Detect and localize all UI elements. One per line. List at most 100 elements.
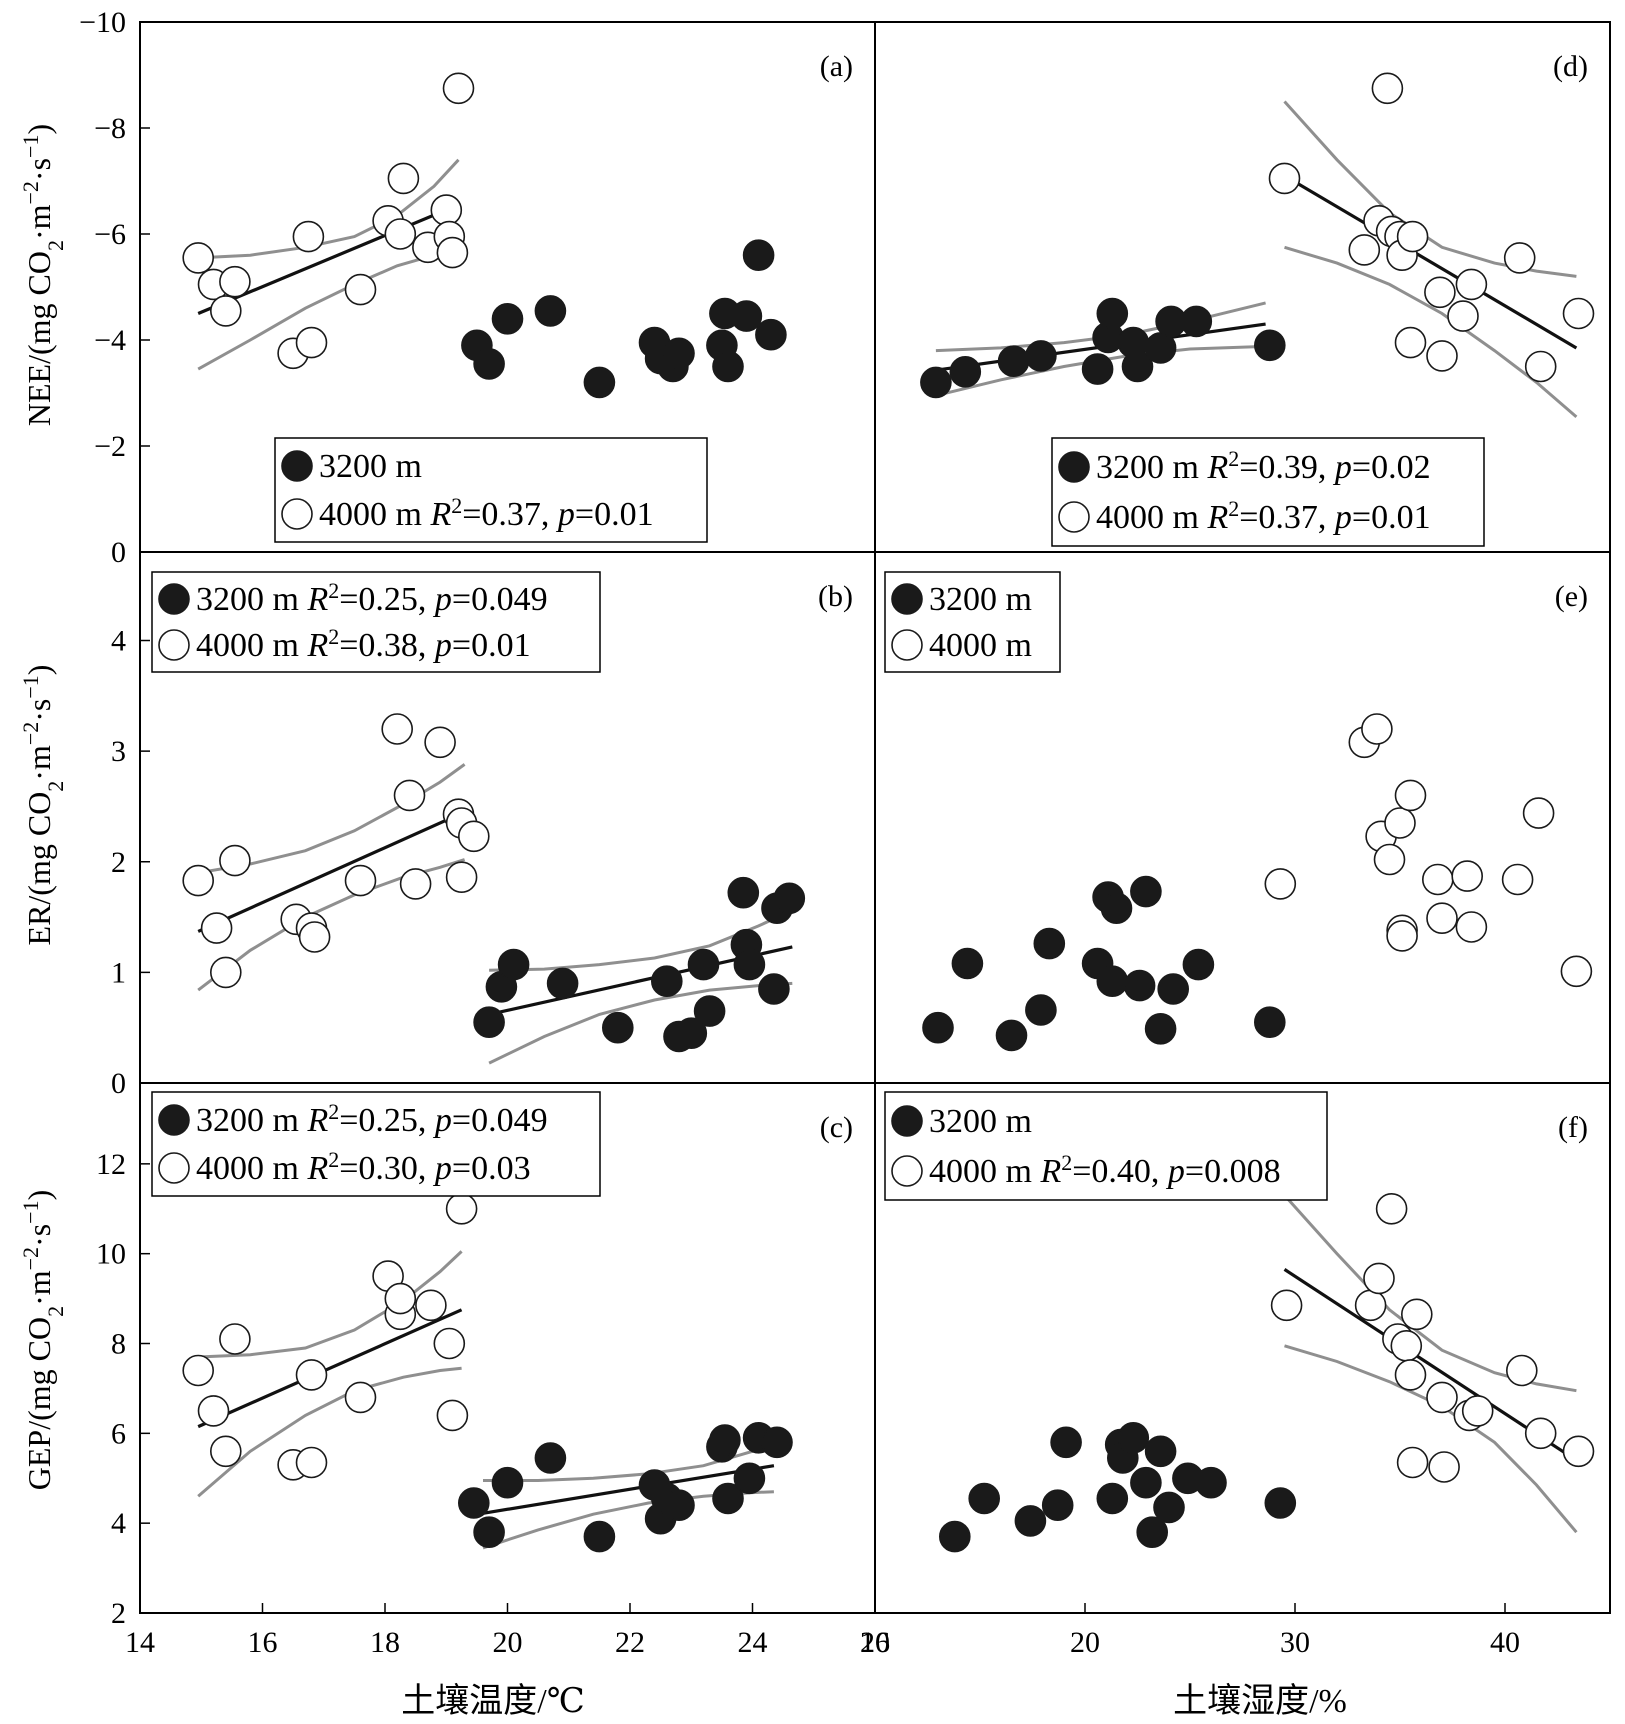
y-axis-label-part: GEP/(mg CO [21,1317,57,1490]
x-tick-label: 14 [125,1626,155,1659]
data-point-3200m [755,318,787,351]
x-tick-label: 40 [1490,1626,1520,1659]
data-point-3200m [1195,1466,1227,1499]
data-point-3200m [1136,1516,1168,1548]
legend-stat-part: =0.049 [452,1102,548,1139]
y-tick-label: 6 [111,1417,126,1450]
panel-f: (f) 3200 m 4000 m R2=0.40, p=0.008 [874,1082,1611,1614]
legend-entry-label: 3200 m [929,581,1032,618]
data-point-4000m [393,779,426,812]
data-point-4000m [295,326,328,359]
data-point-4000m [182,242,214,274]
x-tick-label: 18 [370,1626,400,1659]
legend-stat-part: =0.38, [339,627,435,664]
data-point-3200m [1081,353,1114,385]
x-tick-label: 26 [860,1626,890,1659]
regression-line [197,1308,463,1429]
y-tick-label: −10 [79,6,126,39]
legend-stat-part [1199,499,1208,536]
legend-stat-part: 2 [1061,1150,1072,1175]
data-point-3200m [1130,1466,1162,1499]
legend-entry-label: 3200 m R2=0.39, p=0.02 [1096,446,1431,487]
y-axis-label-part: 2 [43,781,68,792]
legend-stat-part: =0.25, [339,581,435,618]
panel-b: (b) 3200 m R2=0.25, p=0.049 4000 m R2=0.38… [139,551,876,1084]
legend-stat-part: p [433,627,452,664]
y-axis-label-part: ·s [21,699,57,722]
y-tick-label: 12 [96,1148,126,1181]
data-point-4000m [445,1193,478,1225]
confidence-band-upper [1283,1194,1577,1393]
legend-site: 4000 m [929,627,1032,664]
y-tick-label: 4 [111,625,126,658]
data-point-3200m [951,947,984,980]
data-point-4000m [1363,1262,1395,1295]
data-point-3200m [758,973,790,1005]
data-point-4000m [1401,1298,1433,1331]
legend-stat-part [1032,1153,1041,1190]
legend-site: 3200 m [319,448,422,485]
x-axis-label-left: 土壤温度/℃ [401,1682,584,1720]
data-point-3200m [663,337,695,370]
data-point-4000m [197,1395,230,1427]
data-point-3200m [1123,969,1156,1002]
data-point-4000m [219,844,251,877]
legend-entry-label: 4000 m R2=0.30, p=0.03 [196,1147,531,1188]
data-point-3200m [687,948,720,981]
y-tick-label: −6 [94,218,126,251]
legend-stat-part: =0.01 [575,496,654,533]
legend-site: 3200 m [1096,449,1199,486]
legend-marker-open [158,1152,190,1184]
data-point-4000m [219,1323,251,1355]
data-point-4000m [1560,955,1593,988]
legend-marker-filled [891,1105,923,1137]
y-axis-label-part: −2 [18,722,43,745]
legend-box [151,1091,601,1197]
y-axis-label-part: −1 [18,675,43,698]
y-tick-label: 1 [111,956,126,989]
data-point-4000m [1394,779,1427,812]
y-axis-label-part: ER/(mg CO [21,792,57,946]
y-tick-label: 2 [111,846,126,879]
data-point-3200m [491,302,524,335]
data-point-4000m [1361,713,1393,745]
confidence-band-upper [198,1250,463,1359]
y-axis-label-part: ·s [21,158,57,181]
data-point-3200m [473,348,505,380]
data-point-4000m [430,194,463,226]
data-point-3200m [1050,1426,1082,1459]
legend-marker-open [1058,501,1090,533]
data-point-3200m [601,1011,634,1044]
x-tick-label: 22 [615,1626,645,1659]
data-point-4000m [457,820,490,853]
data-point-4000m [1426,340,1458,372]
data-point-3200m [712,1482,744,1515]
data-point-3200m [473,1006,505,1039]
legend-stat-part: R [306,581,328,618]
legend-stat-part: p [1333,449,1352,486]
y-tick-label: −8 [94,112,126,145]
data-point-4000m [298,921,331,953]
data-point-4000m [1348,234,1381,266]
legend-stat-part: =0.37, [1239,499,1335,536]
data-point-4000m [1424,276,1456,309]
legend-site: 3200 m [196,1102,299,1139]
data-point-3200m [1144,332,1177,364]
legend-stat-part: 2 [1228,446,1239,471]
data-point-3200m [1264,1487,1297,1519]
data-point-3200m [1144,1435,1177,1468]
y-tick-label: 8 [111,1328,126,1361]
data-point-4000m [1426,1381,1458,1414]
legend-stat-part [422,496,431,533]
data-point-3200m [693,995,726,1027]
legend-entry-label: 4000 m [929,627,1032,664]
confidence-band-lower [488,981,793,1065]
data-point-3200m [995,1019,1028,1052]
legend-site: 3200 m [196,581,299,618]
y-axis-label-nee: NEE/(mg CO2·m−2·s−1) [18,124,68,426]
legend-stat-part: =0.01 [452,627,531,664]
data-point-3200m [727,876,760,909]
legend-marker-open [281,498,313,530]
data-point-4000m [210,956,242,989]
